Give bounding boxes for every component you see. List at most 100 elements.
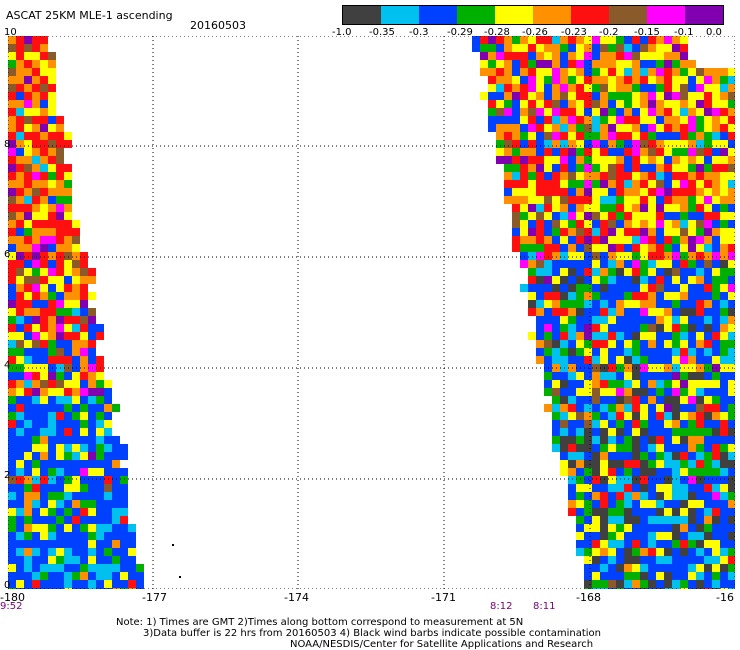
wind-cell <box>536 284 544 292</box>
wind-cell <box>528 52 536 60</box>
wind-cell <box>48 116 56 124</box>
wind-cell <box>656 524 664 532</box>
wind-cell <box>696 108 704 116</box>
wind-cell <box>672 428 680 436</box>
wind-cell <box>40 132 48 140</box>
wind-cell <box>16 372 24 380</box>
wind-cell <box>616 172 624 180</box>
wind-cell <box>680 444 688 452</box>
wind-cell <box>16 356 24 364</box>
wind-cell <box>8 268 16 276</box>
wind-cell <box>728 524 735 532</box>
wind-cell <box>584 220 592 228</box>
wind-cell <box>728 268 735 276</box>
wind-cell <box>592 172 600 180</box>
wind-cell <box>592 508 600 516</box>
wind-cell <box>624 156 632 164</box>
wind-cell <box>696 532 704 540</box>
wind-cell <box>600 452 608 460</box>
wind-cell <box>672 300 680 308</box>
wind-cell <box>600 412 608 420</box>
wind-cell <box>592 68 600 76</box>
wind-cell <box>624 572 632 580</box>
wind-cell <box>56 292 64 300</box>
wind-cell <box>600 572 608 580</box>
wind-cell <box>120 508 128 516</box>
wind-cell <box>704 116 712 124</box>
wind-cell <box>616 84 624 92</box>
wind-cell <box>616 276 624 284</box>
wind-cell <box>680 564 688 572</box>
wind-cell <box>120 444 128 452</box>
wind-cell <box>64 228 72 236</box>
wind-cell <box>40 524 48 532</box>
wind-cell <box>584 180 592 188</box>
wind-cell <box>688 156 696 164</box>
wind-cell <box>624 36 632 44</box>
wind-cell <box>552 44 560 52</box>
wind-cell <box>72 252 80 260</box>
wind-cell <box>520 260 528 268</box>
wind-cell <box>96 380 104 388</box>
wind-cell <box>648 356 656 364</box>
wind-cell <box>720 476 728 484</box>
wind-cell <box>16 308 24 316</box>
wind-cell <box>8 540 16 548</box>
wind-cell <box>80 428 88 436</box>
wind-cell <box>48 68 56 76</box>
wind-cell <box>56 156 64 164</box>
wind-cell <box>632 508 640 516</box>
wind-cell <box>48 492 56 500</box>
wind-cell <box>552 36 560 44</box>
wind-cell <box>8 452 16 460</box>
wind-cell <box>8 388 16 396</box>
wind-cell <box>720 116 728 124</box>
wind-cell <box>728 284 735 292</box>
wind-cell <box>552 324 560 332</box>
wind-cell <box>728 92 735 100</box>
wind-cell <box>552 156 560 164</box>
wind-cell <box>536 108 544 116</box>
wind-cell <box>48 548 56 556</box>
wind-cell <box>608 236 616 244</box>
wind-cell <box>544 44 552 52</box>
wind-cell <box>40 372 48 380</box>
wind-cell <box>696 228 704 236</box>
wind-cell <box>632 396 640 404</box>
wind-cell <box>72 492 80 500</box>
wind-cell <box>48 556 56 564</box>
footer-note-line1: Note: 1) Times are GMT 2)Times along bot… <box>116 617 524 628</box>
wind-cell <box>720 180 728 188</box>
wind-cell <box>664 180 672 188</box>
wind-cell <box>608 484 616 492</box>
wind-cell <box>24 404 32 412</box>
wind-cell <box>24 36 32 44</box>
wind-cell <box>48 180 56 188</box>
wind-cell <box>24 452 32 460</box>
wind-cell <box>640 548 648 556</box>
wind-cell <box>528 252 536 260</box>
wind-cell <box>8 444 16 452</box>
wind-cell <box>32 556 40 564</box>
wind-cell <box>72 484 80 492</box>
wind-cell <box>704 412 712 420</box>
wind-cell <box>696 492 704 500</box>
wind-cell <box>504 180 512 188</box>
wind-cell <box>8 516 16 524</box>
wind-cell <box>512 76 520 84</box>
wind-cell <box>664 396 672 404</box>
wind-cell <box>40 204 48 212</box>
wind-cell <box>720 212 728 220</box>
wind-cell <box>32 452 40 460</box>
wind-cell <box>504 156 512 164</box>
wind-cell <box>56 148 64 156</box>
wind-cell <box>64 340 72 348</box>
wind-cell <box>696 284 704 292</box>
wind-cell <box>672 564 680 572</box>
wind-cell <box>104 444 112 452</box>
wind-cell <box>680 260 688 268</box>
wind-cell <box>600 172 608 180</box>
wind-cell <box>80 460 88 468</box>
wind-cell <box>24 548 32 556</box>
wind-cell <box>680 140 688 148</box>
